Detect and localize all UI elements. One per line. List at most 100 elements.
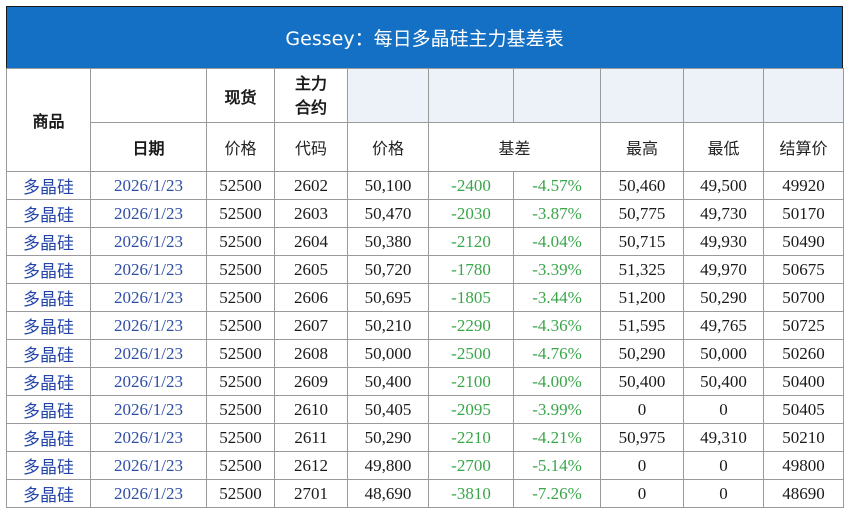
contract-code-cell: 2608 (274, 339, 348, 368)
basis-cell: -2500 (428, 339, 514, 368)
contract-code-cell: 2604 (274, 227, 348, 256)
basis-cell: -1805 (428, 283, 514, 312)
product-cell[interactable]: 多晶硅 (6, 395, 91, 424)
futures-price-cell: 48,690 (347, 479, 429, 508)
header-basis: 基差 (428, 122, 601, 172)
contract-code-cell: 2701 (274, 479, 348, 508)
date-cell: 2026/1/23 (90, 367, 207, 396)
high-cell: 51,325 (600, 255, 684, 284)
header-fill-5 (683, 68, 764, 123)
basis-cell: -2120 (428, 227, 514, 256)
contract-code-cell: 2602 (274, 171, 348, 200)
basis-percent-cell: -3.87% (513, 199, 601, 228)
header-date: 日期 (90, 122, 207, 172)
basis-percent-cell: -3.44% (513, 283, 601, 312)
futures-price-cell: 50,405 (347, 395, 429, 424)
date-cell: 2026/1/23 (90, 199, 207, 228)
basis-cell: -1780 (428, 255, 514, 284)
product-cell[interactable]: 多晶硅 (6, 423, 91, 452)
header-fill-2 (428, 68, 514, 123)
header-spot: 现货 (206, 68, 275, 123)
basis-percent-cell: -4.00% (513, 367, 601, 396)
spot-price-cell: 52500 (206, 395, 275, 424)
high-cell: 50,975 (600, 423, 684, 452)
table-row: 多晶硅 2026/1/23 52500 2611 50,290 -2210 -4.21% 50… (6, 423, 844, 452)
settle-price-cell: 48690 (763, 479, 844, 508)
spot-price-cell: 52500 (206, 227, 275, 256)
spot-price-cell: 52500 (206, 255, 275, 284)
spot-price-cell: 52500 (206, 479, 275, 508)
high-cell: 51,595 (600, 311, 684, 340)
product-cell[interactable]: 多晶硅 (6, 451, 91, 480)
high-cell: 50,400 (600, 367, 684, 396)
basis-percent-cell: -4.04% (513, 227, 601, 256)
futures-price-cell: 50,380 (347, 227, 429, 256)
date-cell: 2026/1/23 (90, 227, 207, 256)
spot-price-cell: 52500 (206, 199, 275, 228)
table-row: 多晶硅 2026/1/23 52500 2603 50,470 -2030 -3.87% 50… (6, 199, 844, 228)
product-cell[interactable]: 多晶硅 (6, 171, 91, 200)
low-cell: 49,310 (683, 423, 764, 452)
basis-percent-cell: -4.21% (513, 423, 601, 452)
low-cell: 49,730 (683, 199, 764, 228)
basis-percent-cell: -4.57% (513, 171, 601, 200)
spot-price-cell: 52500 (206, 339, 275, 368)
settle-price-cell: 49800 (763, 451, 844, 480)
contract-code-cell: 2607 (274, 311, 348, 340)
basis-cell: -2095 (428, 395, 514, 424)
futures-price-cell: 50,210 (347, 311, 429, 340)
table-row: 多晶硅 2026/1/23 52500 2701 48,690 -3810 -7.26% 0 0… (6, 479, 844, 508)
settle-price-cell: 50725 (763, 311, 844, 340)
high-cell: 50,775 (600, 199, 684, 228)
low-cell: 49,970 (683, 255, 764, 284)
header-fill-4 (600, 68, 684, 123)
table-row: 多晶硅 2026/1/23 52500 2604 50,380 -2120 -4.04% 50… (6, 227, 844, 256)
spot-price-cell: 52500 (206, 451, 275, 480)
settle-price-cell: 49920 (763, 171, 844, 200)
product-cell[interactable]: 多晶硅 (6, 311, 91, 340)
product-cell[interactable]: 多晶硅 (6, 339, 91, 368)
settle-price-cell: 50490 (763, 227, 844, 256)
date-cell: 2026/1/23 (90, 451, 207, 480)
high-cell: 50,460 (600, 171, 684, 200)
product-cell[interactable]: 多晶硅 (6, 227, 91, 256)
header-settle: 结算价 (763, 122, 844, 172)
product-cell[interactable]: 多晶硅 (6, 479, 91, 508)
basis-table: 商品 现货 主力 合约 日期 价格 代码 价格 基差 最高 最低 结算价 多晶硅… (6, 68, 844, 508)
date-cell: 2026/1/23 (90, 255, 207, 284)
header-fill-1 (347, 68, 429, 123)
header-spot-price: 价格 (206, 122, 275, 172)
header-main-contract: 主力 合约 (274, 68, 348, 123)
low-cell: 50,400 (683, 367, 764, 396)
futures-price-cell: 50,290 (347, 423, 429, 452)
high-cell: 50,290 (600, 339, 684, 368)
high-cell: 0 (600, 479, 684, 508)
table-body: 多晶硅 2026/1/23 52500 2602 50,100 -2400 -4.57% 50… (6, 171, 844, 508)
table-row: 多晶硅 2026/1/23 52500 2612 49,800 -2700 -5.14% 0 0… (6, 451, 844, 480)
contract-code-cell: 2610 (274, 395, 348, 424)
product-cell[interactable]: 多晶硅 (6, 255, 91, 284)
basis-cell: -2700 (428, 451, 514, 480)
date-cell: 2026/1/23 (90, 311, 207, 340)
table-row: 多晶硅 2026/1/23 52500 2605 50,720 -1780 -3.39% 51… (6, 255, 844, 284)
spot-price-cell: 52500 (206, 423, 275, 452)
basis-cell: -2210 (428, 423, 514, 452)
settle-price-cell: 50700 (763, 283, 844, 312)
contract-code-cell: 2611 (274, 423, 348, 452)
basis-percent-cell: -4.76% (513, 339, 601, 368)
contract-code-cell: 2605 (274, 255, 348, 284)
product-cell[interactable]: 多晶硅 (6, 367, 91, 396)
date-cell: 2026/1/23 (90, 479, 207, 508)
basis-cell: -3810 (428, 479, 514, 508)
settle-price-cell: 50210 (763, 423, 844, 452)
futures-price-cell: 49,800 (347, 451, 429, 480)
futures-price-cell: 50,720 (347, 255, 429, 284)
header-futures-price: 价格 (347, 122, 429, 172)
low-cell: 49,930 (683, 227, 764, 256)
product-cell[interactable]: 多晶硅 (6, 283, 91, 312)
date-cell: 2026/1/23 (90, 171, 207, 200)
settle-price-cell: 50260 (763, 339, 844, 368)
product-cell[interactable]: 多晶硅 (6, 199, 91, 228)
header-product: 商品 (6, 68, 91, 172)
spot-price-cell: 52500 (206, 311, 275, 340)
